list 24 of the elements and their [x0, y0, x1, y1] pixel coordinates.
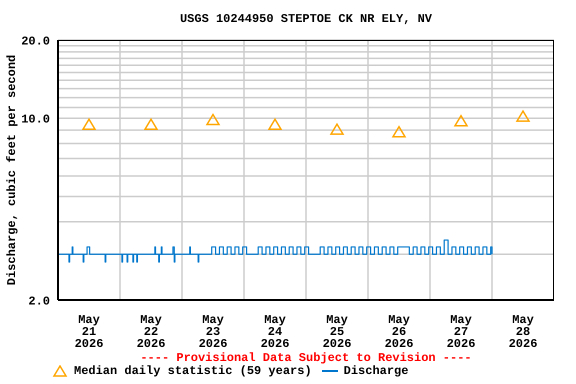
point	[206, 114, 220, 126]
x-tick-label: May 22 2026	[136, 313, 166, 351]
y-tick-label: 10.0	[21, 112, 50, 127]
legend-label: Median daily statistic (59 years)	[74, 364, 312, 378]
y-tick-label: 2.0	[28, 294, 50, 308]
x-tick-label: May 25 2026	[322, 313, 352, 351]
x-tick-label: May 26 2026	[384, 313, 414, 351]
y-tick-label: 20.0	[21, 34, 50, 48]
x-tick-label: May 28 2026	[508, 313, 538, 351]
legend-label: Discharge	[344, 364, 408, 378]
y-axis-title: Discharge, cubic feet per second	[5, 54, 19, 288]
point	[392, 126, 406, 138]
x-tick-label: May 27 2026	[446, 313, 476, 351]
point	[268, 118, 282, 130]
point	[330, 123, 344, 135]
x-tick-label: May 23 2026	[198, 313, 228, 351]
point	[454, 114, 468, 126]
x-tick-label: May 24 2026	[260, 313, 290, 351]
chart-title: USGS 10244950 STEPTOE CK NR ELY, NV	[178, 12, 434, 26]
text: ---- Provisional Data Subject to Revision ----	[139, 351, 473, 365]
point	[516, 110, 530, 122]
point	[144, 118, 158, 130]
x-tick-label: May 21 2026	[74, 313, 104, 351]
point	[82, 118, 96, 130]
